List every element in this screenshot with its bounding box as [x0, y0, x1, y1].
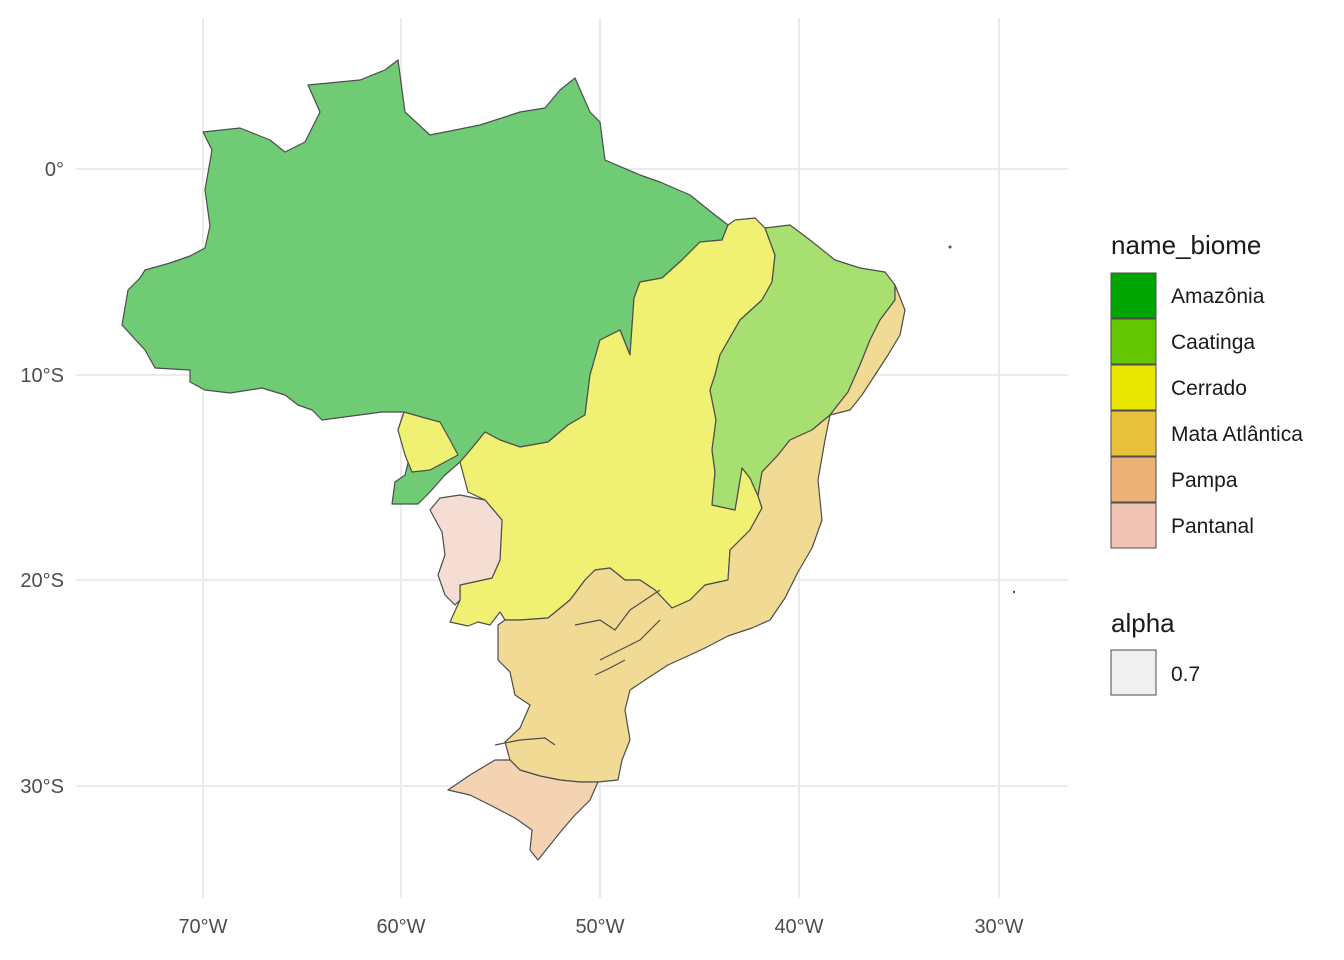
y-tick-label: 10°S [20, 365, 64, 387]
legend-label: Pampa [1171, 469, 1238, 492]
y-axis-labels: 0° 10°S 20°S 30°S [20, 159, 64, 798]
legend-alpha-title: alpha [1111, 608, 1175, 638]
x-axis-labels: 70°W 60°W 50°W 40°W 30°W [178, 916, 1023, 938]
legend-key [1110, 456, 1157, 503]
biome-pantanal [429, 494, 503, 606]
legend-label: Pantanal [1171, 515, 1254, 538]
island-dot [948, 245, 952, 249]
island-dot [1012, 590, 1016, 594]
biome-polygons [121, 59, 1016, 861]
y-tick-label: 20°S [20, 570, 64, 592]
legend-key [1110, 364, 1157, 411]
biome-cerrado-patch [397, 411, 459, 473]
y-tick-label: 0° [45, 159, 64, 181]
legend: name_biome Amazônia Caatinga Cerrado Mat… [1110, 230, 1303, 696]
legend-key [1110, 318, 1157, 365]
legend-label: Amazônia [1171, 285, 1265, 308]
x-tick-label: 70°W [178, 916, 227, 938]
biome-boundary-detail [494, 589, 661, 746]
x-tick-label: 30°W [974, 916, 1023, 938]
x-tick-label: 60°W [376, 916, 425, 938]
legend-label: Mata Atlântica [1171, 423, 1303, 446]
x-tick-label: 50°W [575, 916, 624, 938]
legend-key [1110, 410, 1157, 457]
y-tick-label: 30°S [20, 776, 64, 798]
legend-label: Caatinga [1171, 331, 1255, 354]
legend-key [1110, 272, 1157, 319]
legend-title: name_biome [1111, 230, 1261, 260]
x-tick-label: 40°W [774, 916, 823, 938]
biome-mata-atlantica [497, 284, 906, 783]
legend-key [1110, 502, 1157, 549]
legend-label: Cerrado [1171, 377, 1247, 400]
legend-alpha-key [1110, 649, 1157, 696]
legend-alpha-label: 0.7 [1171, 663, 1200, 686]
biome-pampa [447, 759, 599, 861]
